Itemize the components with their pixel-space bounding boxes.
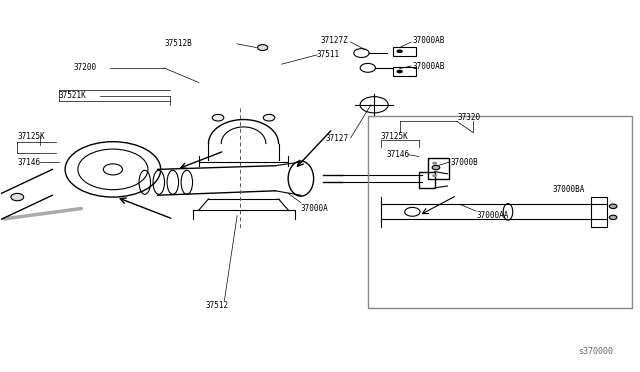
Circle shape [432,174,437,177]
Circle shape [263,114,275,121]
Circle shape [11,193,24,201]
Text: 37511: 37511 [317,51,340,60]
Text: 37521K: 37521K [59,91,86,100]
Text: 37200: 37200 [74,63,97,72]
Circle shape [396,49,403,53]
Text: 37000AB: 37000AB [412,36,445,45]
Text: 37320: 37320 [457,113,480,122]
Bar [428,158,449,179]
Bar [419,171,435,188]
Text: 37512B: 37512B [165,39,193,48]
Circle shape [609,215,617,219]
FancyArrowPatch shape [4,209,81,219]
Text: 37127Z: 37127Z [321,36,349,45]
Text: 37000BA: 37000BA [552,185,585,194]
Text: 37125K: 37125K [381,132,408,141]
Bar [394,47,415,56]
Circle shape [212,114,224,121]
Bar [591,197,607,227]
Text: 37146: 37146 [387,150,410,159]
Circle shape [257,45,268,51]
Circle shape [432,161,437,164]
Text: 37146: 37146 [17,157,40,167]
Text: 37125K: 37125K [17,132,45,141]
Text: 37000B: 37000B [451,157,478,167]
Text: 37000AA: 37000AA [476,211,509,220]
Text: 37000A: 37000A [301,203,328,213]
Bar [394,67,415,76]
Bar [368,116,632,308]
Text: 37127: 37127 [326,134,349,142]
Text: 37512: 37512 [205,301,228,311]
Text: 37000AB: 37000AB [412,61,445,71]
Circle shape [609,204,617,209]
Circle shape [396,70,403,73]
Text: s370000: s370000 [578,347,613,356]
Circle shape [432,165,440,170]
